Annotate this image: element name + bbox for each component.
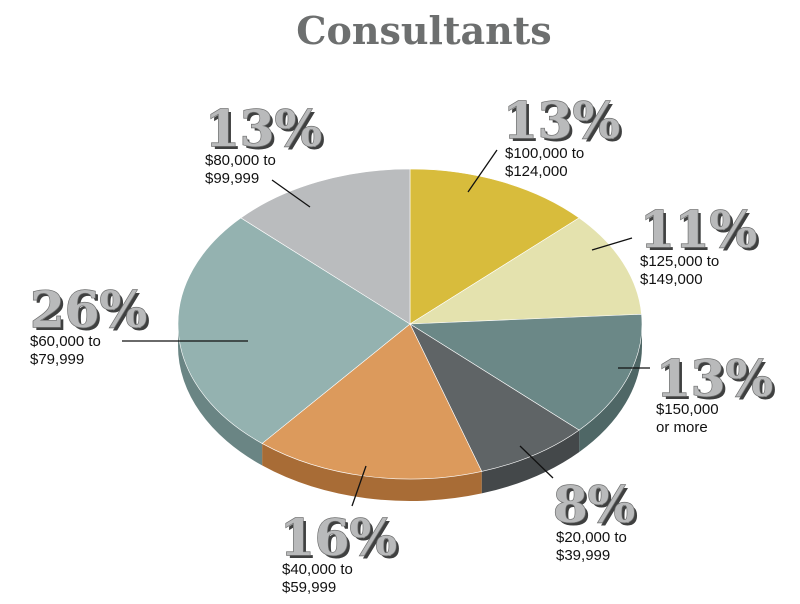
pie-labels: 13%13%$100,000 to$124,00011%11%$125,000 … <box>29 90 776 596</box>
percent-label-shadow-2: 13% <box>659 352 776 411</box>
range-label-1-0: $125,000 to <box>640 253 719 270</box>
pie-slice-side-4 <box>262 443 482 501</box>
percent-label-shadow-0: 13% <box>506 94 623 153</box>
percent-label-5: 26% <box>30 280 147 339</box>
percent-label-1: 11% <box>640 200 757 259</box>
pie-sides <box>178 324 642 501</box>
pie-slice-5 <box>177 217 411 444</box>
percent-label-2: 13% <box>656 349 773 408</box>
percent-label-shadow-6: 13% <box>208 102 325 161</box>
chart-title: Consultants <box>296 8 551 53</box>
percent-label-4: 16% <box>280 508 397 567</box>
range-label-0-0: $100,000 to <box>505 145 584 162</box>
leader-line-3 <box>519 445 554 479</box>
range-label-2-1: or more <box>656 419 708 436</box>
percent-label-6: 13% <box>205 99 322 158</box>
percent-label-shadow-5: 26% <box>33 283 150 342</box>
pie-slice-side-2 <box>579 324 642 453</box>
pie-slice-2 <box>409 313 643 431</box>
pie-slice-4 <box>261 323 483 480</box>
pie-slices <box>177 168 643 480</box>
pie-slice-6 <box>240 168 411 325</box>
percent-label-0: 13% <box>503 91 620 150</box>
leader-line-6 <box>271 179 311 208</box>
pie-slice-1 <box>408 217 642 325</box>
pie-slice-3 <box>409 323 580 472</box>
range-label-2-0: $150,000 <box>656 401 719 418</box>
range-label-5-0: $60,000 to <box>30 333 101 350</box>
percent-label-3: 8% <box>553 475 635 534</box>
pie-slice-side-3 <box>481 430 580 494</box>
percent-label-shadow-1: 11% <box>643 203 760 262</box>
range-label-4-1: $59,999 <box>282 579 336 596</box>
range-label-4-0: $40,000 to <box>282 561 353 578</box>
percent-label-shadow-4: 16% <box>283 511 400 570</box>
range-label-3-0: $20,000 to <box>556 529 627 546</box>
range-label-3-1: $39,999 <box>556 547 610 564</box>
pie-slice-side-5 <box>178 324 263 466</box>
range-label-0-1: $124,000 <box>505 163 568 180</box>
range-label-1-1: $149,000 <box>640 271 703 288</box>
leader-line-0 <box>467 149 498 193</box>
range-label-6-1: $99,999 <box>205 170 259 187</box>
percent-label-shadow-3: 8% <box>556 478 638 537</box>
range-label-5-1: $79,999 <box>30 351 84 368</box>
pie-slice-0 <box>409 168 580 325</box>
leader-line-4 <box>351 465 367 507</box>
leader-line-1 <box>591 237 633 251</box>
range-label-6-0: $80,000 to <box>205 152 276 169</box>
